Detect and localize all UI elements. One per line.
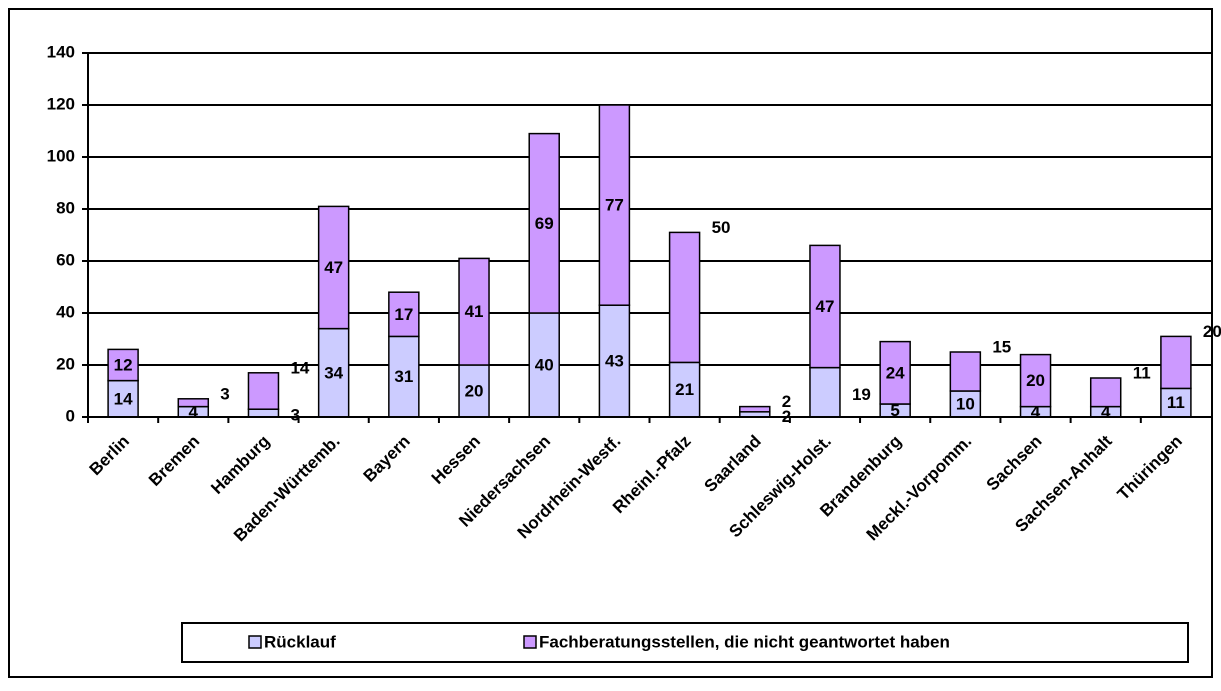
bar-segment	[879, 340, 911, 405]
bar-segment	[528, 132, 560, 314]
data-label: 3	[220, 384, 229, 403]
data-label: 40	[535, 355, 554, 374]
data-label: 31	[394, 367, 413, 386]
data-label: 21	[675, 380, 694, 399]
bar-segment	[388, 335, 420, 418]
data-label: 20	[1026, 371, 1045, 390]
bar-segment	[1160, 387, 1192, 418]
bar-segment	[458, 364, 490, 418]
bar-segment	[107, 348, 139, 382]
bar-segment	[598, 304, 631, 418]
legend-label: Rücklauf	[264, 632, 336, 651]
bar-segment	[668, 231, 701, 364]
bar-segment	[247, 372, 280, 410]
bar-segment	[317, 327, 350, 418]
data-label: 19	[852, 385, 871, 404]
bar-segment	[388, 291, 420, 338]
bar-segment	[598, 104, 631, 306]
data-label: 77	[605, 196, 624, 215]
data-label: 5	[890, 401, 899, 420]
data-label: 11	[1133, 363, 1151, 382]
data-label: 43	[605, 352, 624, 371]
bar-segment	[177, 398, 210, 408]
bar-segment	[458, 257, 490, 366]
data-label: 12	[114, 355, 133, 374]
data-label: 11	[1167, 393, 1185, 412]
legend-box	[181, 622, 1189, 663]
legend-swatch	[248, 635, 262, 649]
legend-label: Fachberatungsstellen, die nicht geantwor…	[539, 632, 950, 651]
data-label: 47	[324, 258, 343, 277]
data-label: 34	[324, 363, 343, 382]
data-label: 47	[816, 297, 835, 316]
y-tick-label: 80	[56, 198, 75, 217]
y-tick-label: 0	[66, 406, 75, 425]
y-tick-label: 20	[56, 354, 75, 373]
data-label: 2	[782, 392, 791, 411]
data-label: 4	[1101, 402, 1111, 421]
y-tick-label: 120	[47, 94, 75, 113]
data-label: 24	[886, 363, 905, 382]
data-label: 3	[290, 406, 299, 425]
bar-segment	[809, 366, 841, 418]
data-label: 4	[1031, 402, 1041, 421]
data-label: 4	[189, 402, 199, 421]
legend-swatch	[523, 635, 537, 649]
y-tick-label: 100	[47, 146, 75, 165]
bar-segment	[739, 405, 771, 413]
data-label: 50	[712, 218, 731, 237]
bar-segment	[317, 205, 350, 330]
data-label: 14	[114, 389, 133, 408]
bar-segment	[949, 351, 982, 392]
y-tick-label: 60	[56, 250, 75, 269]
data-label: 17	[394, 305, 413, 324]
data-label: 69	[535, 214, 554, 233]
bar-segment	[1089, 377, 1122, 408]
bar-segment	[247, 408, 280, 418]
data-label: 20	[465, 381, 484, 400]
bar-segment	[1160, 335, 1192, 390]
data-label: 41	[465, 302, 484, 321]
y-tick-label: 40	[56, 302, 75, 321]
data-label: 20	[1203, 322, 1221, 341]
bar-segment	[809, 244, 841, 369]
bar-segment	[668, 361, 701, 418]
y-tick-label: 140	[47, 42, 75, 61]
data-label: 15	[992, 337, 1011, 356]
bar-segment	[1019, 353, 1052, 408]
data-label: 10	[956, 394, 975, 413]
data-label: 14	[290, 358, 309, 377]
